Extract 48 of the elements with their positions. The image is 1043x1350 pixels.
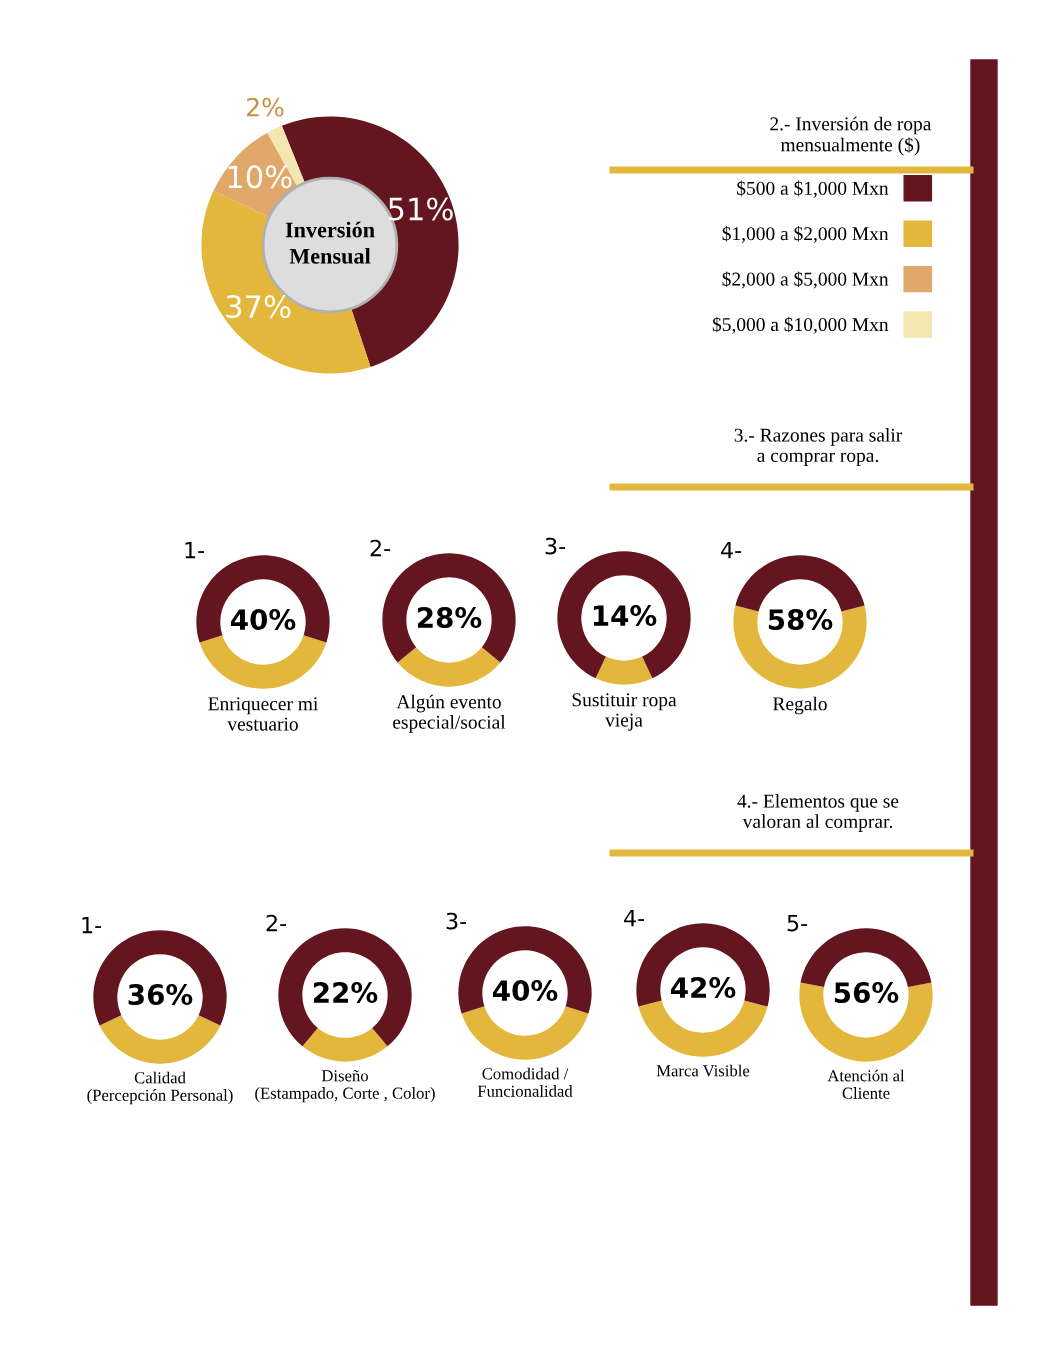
text: Regalo bbox=[773, 696, 827, 715]
donut-slice bbox=[99, 1015, 221, 1064]
legend-title: 2.- Inversión de ropa mensualmente ($) bbox=[770, 116, 932, 156]
legend-label: $2,000 a $5,000 Mxn bbox=[722, 271, 889, 289]
text: Enriquecer mi vestuario bbox=[208, 697, 318, 731]
text: 22% bbox=[313, 982, 378, 1004]
text: 5- bbox=[787, 914, 808, 932]
text: Calidad (Percepción Personal) bbox=[87, 1071, 233, 1105]
text: 28% bbox=[417, 607, 482, 629]
text: Marca Visible bbox=[656, 1064, 750, 1077]
text: 42% bbox=[671, 977, 736, 999]
data-label: 10% bbox=[228, 165, 292, 189]
donut-slice bbox=[799, 982, 933, 1062]
text: 40% bbox=[231, 609, 296, 631]
donut-slice bbox=[461, 1006, 589, 1060]
legend-label: $1,000 a $2,000 Mxn bbox=[722, 226, 889, 244]
donut-slice bbox=[302, 1027, 388, 1062]
text: 4- bbox=[721, 541, 742, 559]
text: 36% bbox=[128, 984, 193, 1006]
legend-label: $5,000 a $10,000 Mxn bbox=[712, 316, 889, 334]
data-label: 37% bbox=[226, 295, 291, 319]
text: Algún evento especial/social bbox=[393, 694, 506, 733]
text: 56% bbox=[834, 982, 899, 1004]
data-label: 51% bbox=[388, 197, 453, 221]
text: 1- bbox=[82, 916, 102, 934]
text: 3- bbox=[446, 912, 467, 930]
text: Comodidad / Funcionalidad bbox=[477, 1067, 573, 1097]
data-label: 2% bbox=[247, 97, 284, 117]
text: 3.- Razones para salir a comprar ropa. bbox=[734, 428, 903, 466]
text: Sustituir ropa vieja bbox=[572, 693, 677, 731]
text: Atención al Cliente bbox=[827, 1069, 905, 1099]
donut-slice bbox=[595, 656, 653, 685]
donut-slice bbox=[733, 605, 867, 689]
text: 40% bbox=[493, 980, 558, 1002]
text: 2- bbox=[370, 539, 391, 557]
text: 58% bbox=[768, 609, 833, 631]
text: 14% bbox=[593, 605, 657, 627]
text: 1- bbox=[185, 541, 205, 559]
donut-slice bbox=[199, 635, 327, 689]
text: 4.- Elementos que se valoran al comprar. bbox=[737, 794, 899, 832]
donut-slice bbox=[397, 647, 501, 687]
legend-label: $500 a $1,000 Mxn bbox=[737, 180, 889, 198]
text: 3- bbox=[545, 537, 566, 555]
donut-slice bbox=[638, 1000, 768, 1057]
text: 4- bbox=[624, 909, 645, 927]
text: 2- bbox=[266, 914, 287, 932]
text: Inversión Mensual bbox=[285, 221, 375, 264]
text: Diseño (Estampado, Corte , Color) bbox=[255, 1070, 435, 1103]
